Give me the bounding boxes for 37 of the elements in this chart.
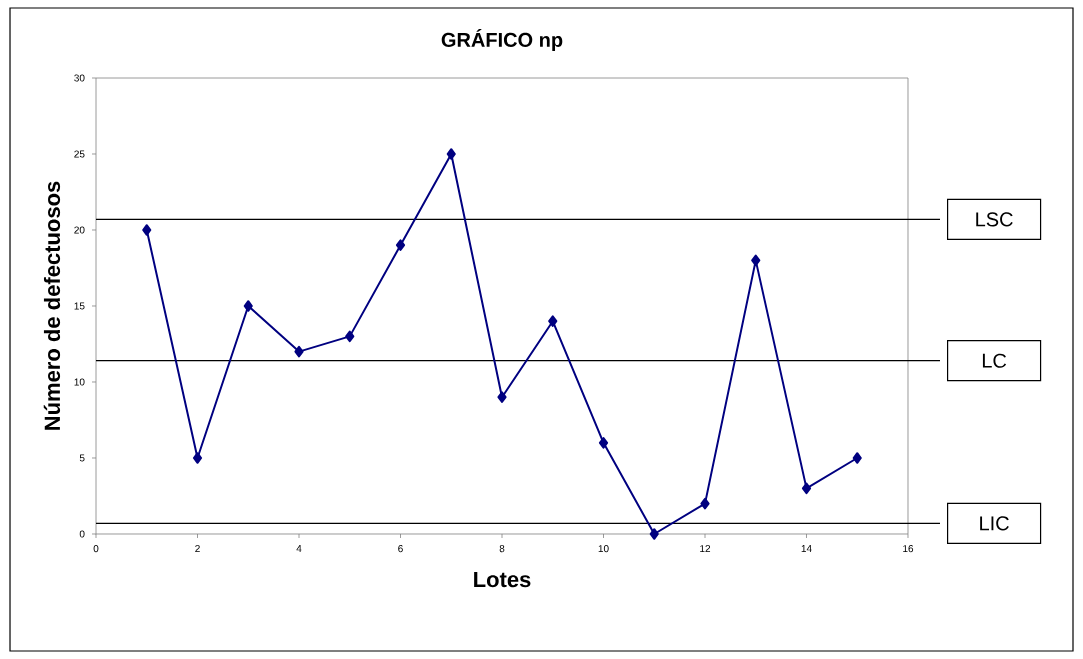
- y-tick-label: 20: [74, 226, 85, 234]
- x-axis-title: Lotes: [474, 571, 531, 588]
- point: [751, 254, 761, 267]
- x-tick-label: 0: [93, 545, 99, 553]
- point: [243, 300, 253, 312]
- y-tick-label: 5: [79, 454, 85, 462]
- x-tick-label: 12: [700, 545, 711, 553]
- x-tick-label: 10: [598, 545, 609, 553]
- chart-title: GRÁFICO np: [441, 29, 563, 51]
- x-tick-label: 4: [296, 545, 302, 552]
- point: [142, 224, 152, 236]
- y-axis-title: Número de defectuosos: [43, 181, 61, 430]
- y-tick-label: 15: [74, 302, 85, 310]
- y-tick-label: 25: [74, 150, 85, 158]
- ref-line-label: LSC: [976, 212, 1013, 227]
- point: [700, 497, 710, 510]
- ref-line-label: LIC: [980, 516, 1009, 531]
- point: [395, 239, 406, 251]
- point: [497, 391, 507, 403]
- y-tick-label: 0: [79, 530, 85, 538]
- y-tick-label: 30: [74, 74, 85, 82]
- point: [446, 148, 456, 160]
- point: [345, 330, 355, 343]
- x-tick-label: 6: [398, 545, 403, 553]
- point: [548, 315, 558, 327]
- point: [192, 452, 203, 464]
- point: [598, 436, 609, 449]
- ref-line-label: LC: [982, 353, 1007, 368]
- point: [801, 482, 812, 495]
- y-tick-label: 10: [74, 378, 85, 386]
- x-tick-label: 8: [499, 545, 505, 553]
- x-tick-label: 14: [801, 545, 812, 552]
- x-tick-label: 2: [195, 545, 200, 553]
- point: [649, 528, 659, 540]
- x-tick-label: 16: [903, 545, 914, 553]
- point: [852, 452, 862, 464]
- point: [294, 345, 304, 358]
